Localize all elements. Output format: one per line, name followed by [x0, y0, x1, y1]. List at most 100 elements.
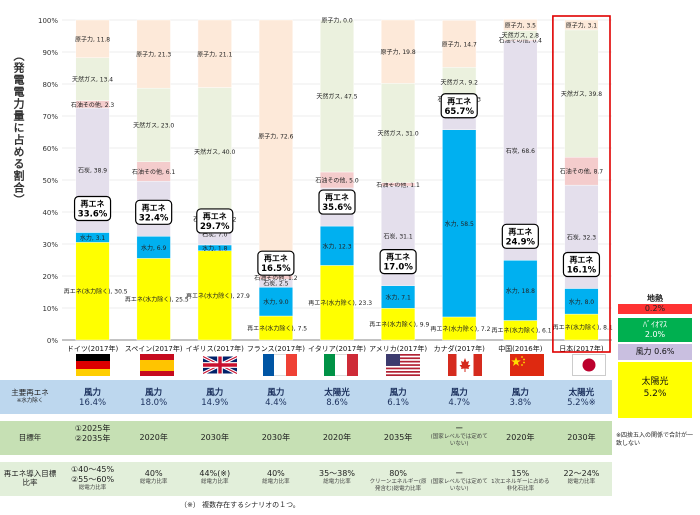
cell-target-year: 2030年: [261, 433, 291, 442]
segment-label-nuclear: 原子力, 21.3: [136, 51, 171, 59]
renew-share-label: 再エネ: [447, 96, 471, 106]
bar-segment-nuclear: [381, 19, 416, 84]
segment-label-coal: 石炭, 31.1: [384, 233, 413, 240]
segment-label-gas: 天然ガス, 23.0: [133, 121, 174, 129]
segment-label-oil: 石油その他, 8.7: [560, 168, 604, 176]
segment-label-oil: 石油その他, 1.2: [254, 274, 298, 282]
segment-label-nuclear: 原子力, 19.8: [381, 48, 416, 56]
bar-segment-hydro: [442, 129, 477, 318]
y-tick-label: 100%: [38, 17, 58, 25]
segment-label-renew: 再エネ(水力除く), 7.2: [430, 325, 490, 333]
renew-share-label: 再エネ: [142, 202, 166, 212]
renew-share-label: 再エネ: [264, 253, 288, 263]
flag-canada-icon: [448, 354, 482, 376]
renew-share-label: 再エネ: [203, 211, 227, 221]
segment-label-hydro: 水力, 7.1: [385, 293, 411, 301]
segment-label-oil: 石油その他, 5.0: [315, 177, 359, 185]
cell-target-ratio: 35～38% 総電力比率: [319, 469, 355, 485]
cell-target-ratio: 80% クリーンエネルギー(原発含む)総電力比率: [369, 469, 427, 492]
renew-share-value: 29.7%: [200, 222, 230, 232]
segment-label-nuclear: 原子力, 3.1: [566, 21, 598, 29]
cell-main-renewable: 風力 14.9%: [201, 388, 229, 408]
bar-segment-gas: [319, 19, 355, 173]
renew-share-label: 再エネ: [386, 252, 410, 262]
renew-share-value: 65.7%: [444, 107, 474, 117]
flag-china-icon: [510, 354, 544, 376]
legend-note: ※四捨五入の関係で合計が一致しない: [616, 432, 694, 447]
segment-label-nuclear: 原子力, 3.5: [505, 21, 537, 29]
category-label: カナダ(2017年): [434, 344, 486, 353]
bar-segment-gas: [564, 29, 599, 158]
bar-segment-nuclear: [258, 19, 293, 253]
renew-share-box: [196, 208, 234, 234]
segment-label-renew: 再エネ(水力除く), 8.1: [553, 324, 613, 332]
cell-target-year: 2035年: [383, 433, 413, 442]
cell-target-ratio: 22～24% 総電力比率: [563, 469, 600, 485]
y-tick-label: 20%: [42, 273, 58, 281]
cell-target-year: 2030年: [567, 433, 596, 442]
cell-target-ratio: 15% 1次エネルギーに占める非化石比率: [491, 469, 550, 492]
renew-share-label: 再エネ: [325, 192, 349, 202]
renew-share-box: [562, 251, 601, 278]
segment-label-renew: 再エネ(水力除く), 9.9: [369, 321, 429, 329]
segment-label-hydro: 水力, 1.8: [202, 244, 228, 252]
bar-segment-hydro: [258, 287, 293, 317]
segment-label-coal: 石炭, 32.3: [567, 234, 596, 241]
segment-label-hydro: 水力, 3.1: [80, 234, 106, 242]
y-tick-label: 40%: [42, 209, 58, 217]
cell-target-ratio: ー (国家レベルでは定めていない): [430, 469, 488, 492]
y-tick-label: 50%: [42, 177, 58, 185]
segment-label-gas: 天然ガス, 47.5: [316, 93, 357, 101]
segment-label-nuclear: 原子力, 14.7: [442, 40, 477, 48]
cell-target-ratio: 40% 総電力比率: [139, 469, 168, 485]
row-label-target-ratio: 再エネ導入目標比率: [3, 469, 57, 487]
row-label-target-year: 目標年: [18, 433, 42, 442]
renew-share-label: 再エネ: [569, 254, 593, 264]
renew-share-box: [135, 199, 173, 225]
cell-main-renewable: 風力 4.4%: [265, 388, 287, 408]
category-label: ドイツ(2017年): [67, 344, 119, 353]
renew-share-value: 33.6%: [78, 209, 108, 219]
renew-share-label: 再エネ: [81, 198, 105, 208]
flag-usa-icon: [386, 354, 420, 376]
flag-france-icon: [263, 354, 297, 376]
japan-highlight-frame: [552, 15, 611, 353]
stacked-bar-chart: 0% 10% 20% 30% 40% 50% 60% 70% 80% 90% 100% 再エネ(水力除…: [38, 15, 613, 353]
cell-main-renewable: 風力 3.8%: [509, 388, 532, 408]
y-tick-label: 60%: [42, 145, 58, 153]
y-tick-label: 90%: [42, 49, 58, 57]
legend-solar: 太陽光 5.2%: [618, 362, 692, 418]
segment-label-hydro: 水力, 9.0: [263, 298, 289, 306]
renew-share-label: 再エネ: [508, 226, 532, 236]
segment-label-gas: 天然ガス, 40.0: [194, 148, 235, 156]
y-tick-label: 30%: [42, 241, 58, 249]
renew-share-value: 24.9%: [506, 237, 536, 247]
segment-label-coal: 石炭, 38.9: [78, 168, 107, 175]
legend-geothermal: 地熱 0.2%: [618, 294, 692, 316]
bar-segment-nuclear: [503, 19, 538, 31]
segment-label-gas: 天然ガス, 13.4: [72, 76, 113, 84]
segment-label-gas: 天然ガス, 39.8: [561, 90, 602, 98]
bar-segment-nuclear: [75, 19, 110, 58]
flag-germany-icon: [76, 354, 110, 376]
flag-spain-icon: [140, 354, 174, 376]
category-label: イタリア(2017年): [308, 344, 366, 353]
segment-label-oil: 石油その他, 6.1: [132, 168, 176, 176]
segment-label-coal: 石炭, 2.5: [263, 281, 289, 288]
bar-segment-hydro: [503, 260, 538, 321]
renew-share-value: 32.4%: [139, 213, 169, 223]
y-tick-label: 70%: [42, 113, 58, 121]
segment-label-gas: 天然ガス, 9.2: [441, 79, 479, 87]
flag-uk-icon: [202, 354, 238, 376]
cell-main-renewable: 太陽光 5.2%※: [567, 388, 596, 408]
y-axis-title: （発電電力量に占める割合）: [12, 50, 25, 206]
segment-label-oil: 石油その他, 0.4: [499, 37, 543, 45]
category-label: スペイン(2017年): [125, 344, 183, 353]
cell-target-year: ①2025年 ②2035年: [74, 424, 111, 443]
cell-main-renewable: 太陽光 8.6%: [324, 388, 350, 408]
segment-label-hydro: 水力, 8.0: [569, 298, 595, 306]
bar-segment-renew: [564, 313, 599, 341]
cell-target-year: 2020年: [506, 433, 535, 442]
segment-label-nuclear: 原子力, 11.8: [75, 35, 110, 43]
y-tick-label: 0%: [47, 337, 58, 345]
